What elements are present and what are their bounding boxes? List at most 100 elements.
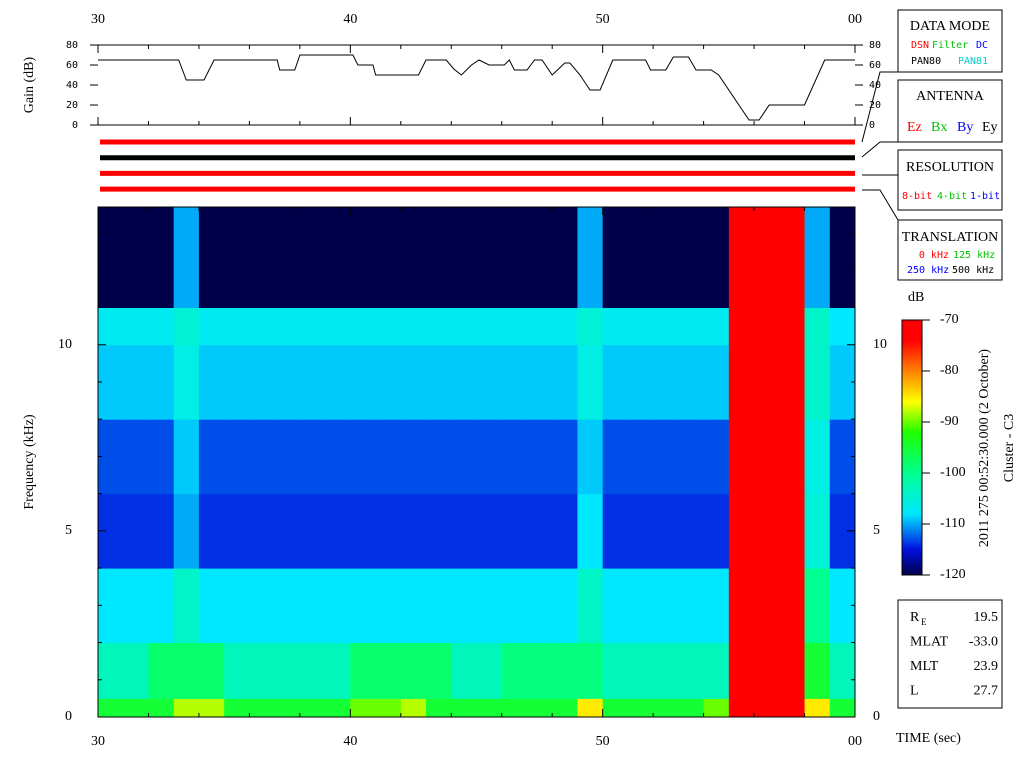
- cell: [653, 493, 679, 569]
- cell: [703, 344, 730, 420]
- cell: [754, 307, 780, 346]
- cell: [728, 642, 755, 699]
- cell: [627, 307, 654, 346]
- cell: [552, 344, 578, 420]
- cell: [299, 307, 326, 346]
- cell: [501, 698, 528, 718]
- cell: [552, 307, 578, 346]
- cell: [274, 207, 301, 309]
- x-tick-label: 40: [343, 734, 357, 749]
- cell: [678, 207, 705, 309]
- cell: [779, 207, 806, 309]
- y-tick-label: 10: [873, 337, 887, 352]
- panel-box: [897, 219, 1003, 281]
- cell: [198, 207, 225, 309]
- y-axis-label: Frequency (kHz): [22, 414, 37, 510]
- cell: [350, 568, 377, 644]
- cell: [703, 307, 730, 346]
- cell: [249, 207, 276, 309]
- cell: [754, 419, 780, 495]
- cell: [325, 493, 351, 569]
- y-tick-label: 60: [869, 60, 881, 71]
- cell: [577, 642, 604, 699]
- cell: [779, 493, 806, 569]
- cell: [325, 207, 351, 309]
- y-tick-label: 80: [66, 40, 78, 51]
- cell: [325, 419, 351, 495]
- colorbar-tick-label: -90: [940, 414, 959, 429]
- panel-item: Filter: [932, 40, 968, 51]
- cell: [678, 493, 705, 569]
- panel-item: 1-bit: [970, 191, 1000, 202]
- info-value: 27.7: [974, 684, 999, 699]
- cell: [653, 207, 679, 309]
- cell: [350, 493, 377, 569]
- cell: [451, 642, 477, 699]
- cell: [552, 493, 578, 569]
- panel-item: 125 kHz: [953, 250, 995, 261]
- cell: [526, 344, 553, 420]
- cell: [249, 419, 276, 495]
- cell: [375, 568, 402, 644]
- cell: [224, 698, 250, 718]
- cell: [728, 419, 755, 495]
- cell: [804, 344, 831, 420]
- cell: [426, 307, 452, 346]
- cell: [703, 642, 730, 699]
- cell: [173, 493, 200, 569]
- cell: [350, 419, 377, 495]
- cell: [400, 568, 427, 644]
- cell: [426, 642, 452, 699]
- cell: [198, 419, 225, 495]
- cell: [299, 419, 326, 495]
- cell: [173, 307, 200, 346]
- cell: [526, 568, 553, 644]
- colorbar-label: dB: [908, 290, 924, 305]
- cell: [501, 642, 528, 699]
- cell: [299, 568, 326, 644]
- cell: [476, 698, 503, 718]
- cell: [678, 419, 705, 495]
- cell: [476, 493, 503, 569]
- cell: [779, 344, 806, 420]
- cell: [678, 642, 705, 699]
- cell: [375, 642, 402, 699]
- panel-item: 4-bit: [937, 191, 967, 202]
- y-tick-label: 0: [72, 120, 78, 131]
- info-label: MLAT: [910, 635, 949, 650]
- cell: [451, 698, 477, 718]
- cell: [678, 698, 705, 718]
- cell: [173, 419, 200, 495]
- panel-item: Ez: [907, 120, 922, 135]
- cell: [602, 642, 629, 699]
- info-value: -33.0: [969, 635, 998, 650]
- cell: [526, 493, 553, 569]
- cell: [98, 207, 124, 309]
- cell: [426, 493, 452, 569]
- panel-box: [897, 79, 1003, 143]
- x-tick-label: 40: [343, 12, 357, 27]
- cell: [98, 419, 124, 495]
- cell: [274, 493, 301, 569]
- info-label-sub: E: [921, 617, 927, 627]
- cell: [224, 568, 250, 644]
- cell: [426, 698, 452, 718]
- panel-title: TRANSLATION: [902, 230, 998, 245]
- cell: [804, 307, 831, 346]
- x-tick-label: 50: [596, 12, 610, 27]
- cell: [678, 307, 705, 346]
- cell: [274, 419, 301, 495]
- cell: [249, 307, 276, 346]
- cell: [224, 344, 250, 420]
- colorbar-tick-label: -120: [940, 567, 966, 582]
- cell: [173, 698, 200, 718]
- caption: Cluster - C3: [1002, 414, 1017, 482]
- x-axis-label: TIME (sec): [896, 731, 961, 746]
- cell: [173, 207, 200, 309]
- gain-axis-label: Gain (dB): [22, 56, 37, 113]
- cell: [602, 698, 629, 718]
- cell: [451, 419, 477, 495]
- cell: [804, 642, 831, 699]
- cell: [98, 568, 124, 644]
- caption: 2011 275 00:52:30.000 (2 October): [977, 349, 992, 548]
